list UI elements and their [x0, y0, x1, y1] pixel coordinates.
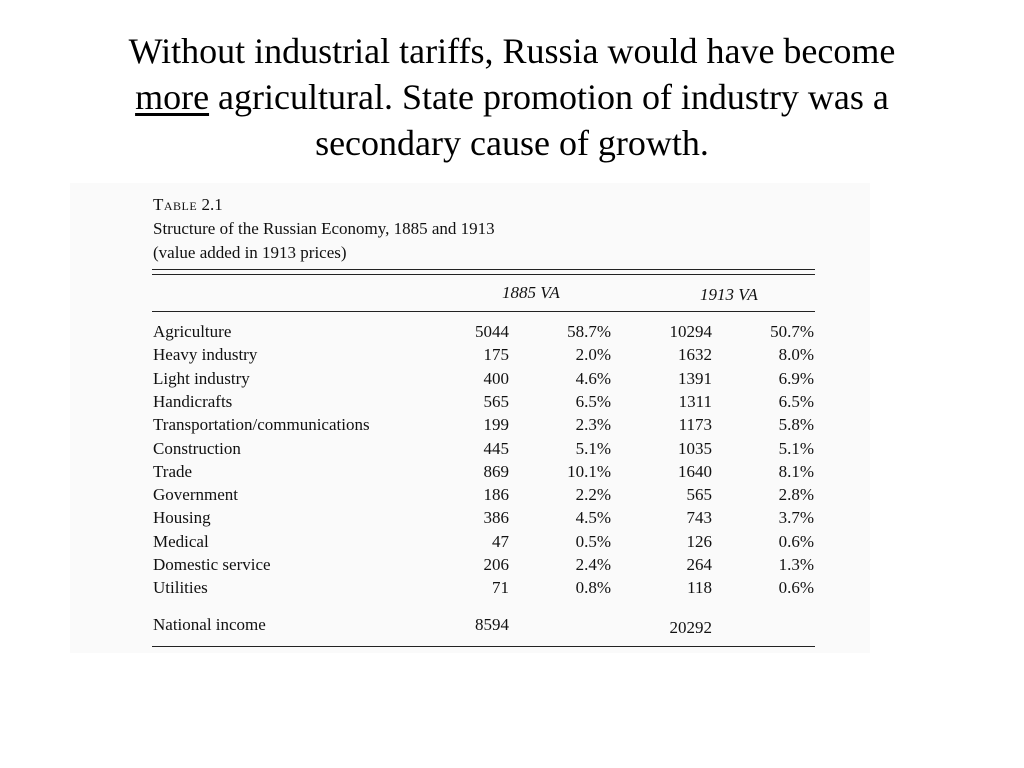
slide-title: Without industrial tariffs, Russia would…: [40, 28, 984, 166]
percent-1885: 0.5%: [575, 531, 611, 551]
title-line-3: secondary cause of growth.: [315, 123, 709, 163]
total-row: National income 8594 20292: [70, 613, 870, 637]
total-label: National income: [153, 615, 266, 634]
value-1885: 199: [483, 415, 510, 435]
percent-1913: 6.5%: [778, 391, 814, 411]
table-note: (value added in 1913 prices): [153, 243, 347, 262]
percent-1913: 8.0%: [778, 345, 814, 365]
percent-1913: 1.3%: [778, 555, 814, 574]
value-1913: 1640: [678, 461, 712, 481]
value-1885: 175: [483, 345, 510, 365]
percent-1913: 50.7%: [770, 322, 814, 341]
table-row: Light industry 400 4.6% 1391 6.9%: [70, 367, 870, 390]
value-1913: 1035: [678, 438, 712, 458]
value-1885: 869: [483, 461, 510, 481]
percent-1885: 0.8%: [575, 578, 611, 598]
table-row: Construction 445 5.1% 1035 5.1%: [70, 437, 870, 460]
header-1913-va: 1913 VA: [700, 285, 758, 304]
value-1885: 400: [483, 368, 510, 388]
table-caption: Table 2.1 Structure of the Russian Econo…: [153, 193, 495, 265]
table-label: Table: [153, 195, 198, 214]
percent-1885: 6.5%: [575, 391, 611, 411]
title-line-1: Without industrial tariffs, Russia would…: [128, 31, 896, 71]
percent-1885: 2.2%: [575, 485, 611, 505]
value-1885: 71: [492, 578, 509, 598]
header-rule: [152, 311, 815, 312]
sector-name: Medical: [153, 531, 209, 551]
value-1913: 118: [687, 578, 712, 598]
sector-name: Government: [153, 485, 238, 505]
title-line-2: agricultural. State promotion of industr…: [209, 77, 889, 117]
top-rule-1: [152, 269, 815, 270]
total-1885: 8594: [475, 615, 509, 634]
table-scan: Table 2.1 Structure of the Russian Econo…: [70, 183, 870, 653]
percent-1913: 5.8%: [778, 415, 814, 435]
top-rule-2: [152, 274, 815, 275]
value-1913: 1632: [678, 345, 712, 365]
value-1913: 264: [686, 555, 713, 574]
sector-name: Construction: [153, 438, 241, 458]
value-1913: 565: [686, 485, 713, 505]
value-1913: 743: [686, 508, 713, 528]
percent-1885: 2.0%: [575, 345, 611, 365]
table-row: Heavy industry 175 2.0% 1632 8.0%: [70, 343, 870, 366]
total-1913: 20292: [669, 618, 713, 637]
percent-1913: 3.7%: [778, 508, 814, 528]
value-1913: 10294: [669, 322, 713, 341]
value-1885: 386: [483, 508, 510, 528]
sector-name: Domestic service: [153, 555, 271, 574]
table-row: Utilities 71 0.8% 118 0.6%: [70, 576, 870, 599]
sector-name: Utilities: [153, 578, 208, 598]
percent-1885: 2.4%: [575, 555, 611, 574]
percent-1913: 0.6%: [778, 578, 814, 598]
bottom-rule: [152, 646, 815, 647]
table-number-value: 2.1: [197, 195, 223, 214]
percent-1913: 5.1%: [778, 438, 814, 458]
value-1885: 565: [483, 391, 510, 411]
percent-1885: 10.1%: [567, 461, 611, 481]
sector-name: Agriculture: [153, 322, 232, 341]
table-title: Structure of the Russian Economy, 1885 a…: [153, 219, 495, 238]
table-row: Handicrafts 565 6.5% 1311 6.5%: [70, 390, 870, 413]
percent-1913: 6.9%: [778, 368, 814, 388]
sector-name: Trade: [153, 461, 193, 481]
value-1913: 1311: [678, 391, 712, 411]
percent-1885: 58.7%: [567, 322, 611, 341]
percent-1913: 8.1%: [778, 461, 814, 481]
percent-1885: 2.3%: [575, 415, 611, 435]
sector-name: Handicrafts: [153, 391, 233, 411]
value-1885: 186: [483, 485, 510, 505]
value-1913: 1391: [678, 368, 712, 388]
table-row: Housing 386 4.5% 743 3.7%: [70, 506, 870, 529]
title-emphasis: more: [135, 77, 210, 117]
percent-1885: 4.5%: [575, 508, 611, 528]
percent-1913: 2.8%: [778, 485, 814, 505]
table-row: Trade 869 10.1% 1640 8.1%: [70, 460, 870, 483]
percent-1913: 0.6%: [778, 531, 814, 551]
value-1885: 47: [492, 531, 509, 551]
header-1885-va: 1885 VA: [502, 283, 560, 302]
percent-1885: 5.1%: [575, 438, 611, 458]
sector-name: Transportation/communications: [153, 415, 370, 435]
table-number: Table 2.1: [153, 193, 495, 217]
percent-1885: 4.6%: [575, 368, 611, 388]
table-row: Domestic service 206 2.4% 264 1.3%: [70, 553, 870, 576]
value-1913: 1173: [678, 415, 712, 435]
value-1913: 126: [686, 531, 713, 551]
sector-name: Light industry: [153, 368, 250, 388]
value-1885: 445: [483, 438, 510, 458]
table-row: Transportation/communications 199 2.3% 1173…: [70, 413, 870, 436]
value-1885: 5044: [475, 322, 509, 341]
sector-name: Heavy industry: [153, 345, 258, 365]
table-row: Agriculture 5044 58.7% 10294 50.7%: [70, 320, 870, 343]
value-1885: 206: [483, 555, 510, 574]
table-row: Government 186 2.2% 565 2.8%: [70, 483, 870, 506]
sector-name: Housing: [153, 508, 211, 528]
table-row: Medical 47 0.5% 126 0.6%: [70, 530, 870, 553]
